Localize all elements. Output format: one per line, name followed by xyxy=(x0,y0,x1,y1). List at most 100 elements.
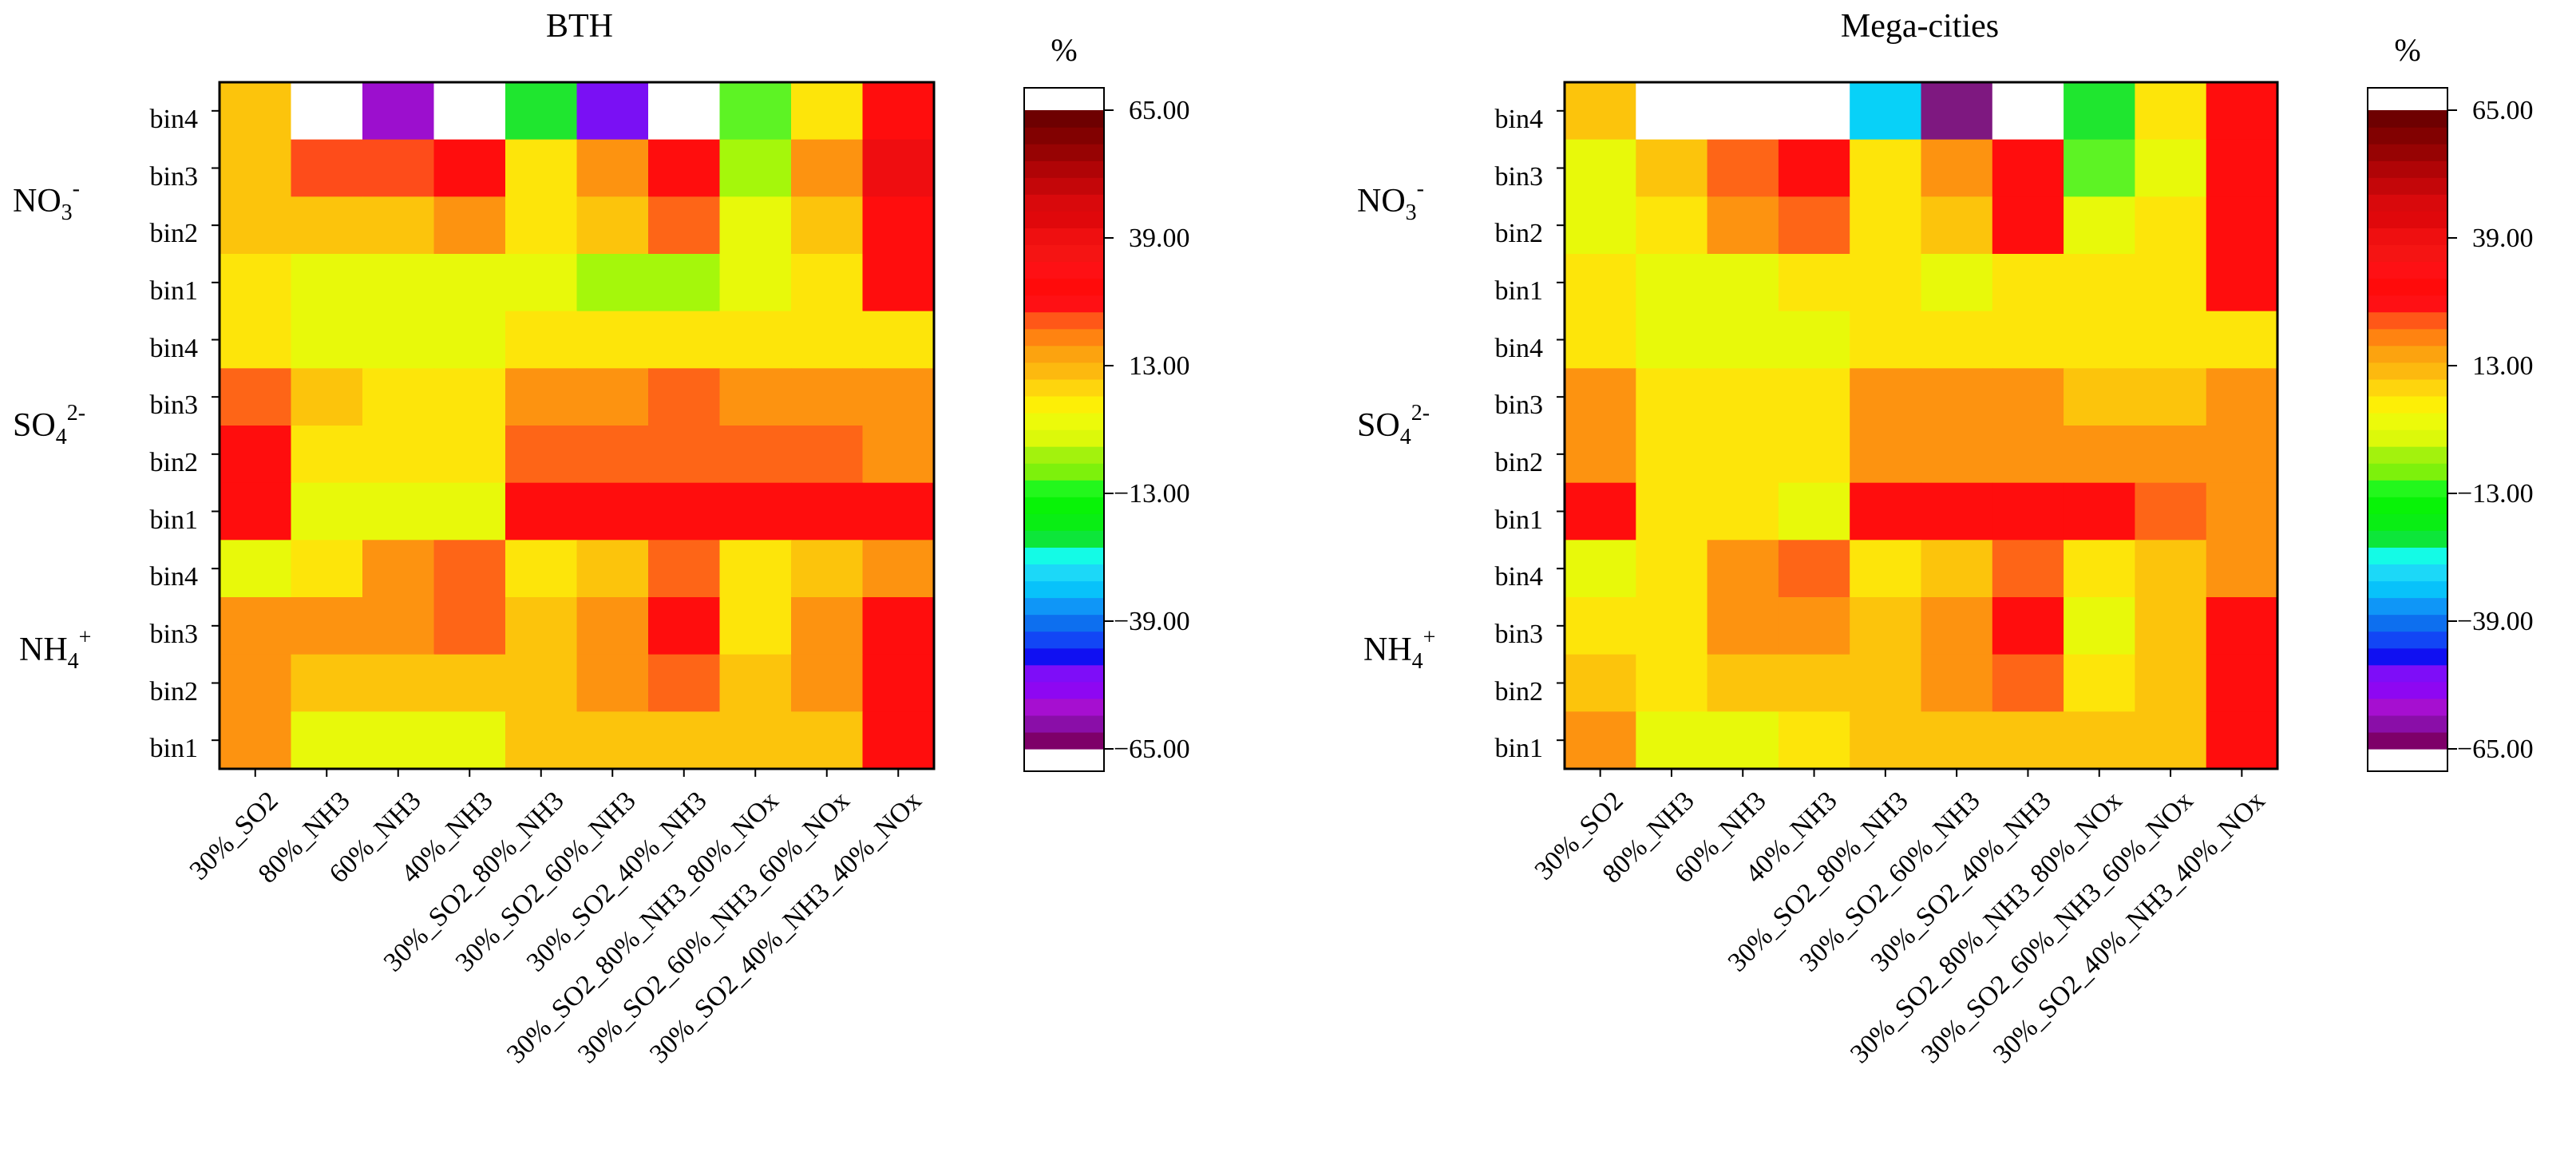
heatmap-cell xyxy=(576,597,649,655)
heatmap-cell xyxy=(2064,82,2135,141)
plot-frame xyxy=(218,81,936,770)
group-label-ammonium: NH4+ xyxy=(19,625,91,674)
colorbar-swatch xyxy=(1024,631,1104,649)
colorbar-ticks xyxy=(2447,109,2457,750)
heatmap-cell xyxy=(505,196,578,255)
colorbar-tick-label: −13.00 xyxy=(2457,479,2534,509)
row-label: bin4 xyxy=(1495,334,1543,363)
group-label-subscript: 3 xyxy=(1406,200,1417,225)
heatmap-cell xyxy=(1636,654,1708,712)
group-label-text: NH xyxy=(19,632,68,668)
colorbar-swatch xyxy=(1024,160,1104,178)
heatmap-cell xyxy=(505,711,578,770)
heatmap-cell xyxy=(1992,196,2064,255)
heatmap-cell xyxy=(791,196,864,255)
heatmap-cell xyxy=(1707,368,1779,426)
heatmap-cell xyxy=(2206,311,2278,369)
heatmap-cell xyxy=(2064,426,2135,484)
row-label: bin1 xyxy=(150,276,198,306)
heatmap-cell xyxy=(220,196,292,255)
heatmap-cell xyxy=(505,254,578,312)
heatmap-cell xyxy=(1565,368,1636,426)
heatmap-cell xyxy=(2135,482,2207,540)
heatmap-cell xyxy=(291,139,363,197)
heatmap-cell xyxy=(576,82,649,141)
heatmap-cell xyxy=(648,311,721,369)
colorbar-swatch xyxy=(1024,412,1104,430)
heatmap-cell xyxy=(433,139,506,197)
heatmap-cell xyxy=(719,254,792,312)
heatmap-cell xyxy=(1992,597,2064,655)
heatmap-cell xyxy=(291,82,363,141)
colorbar-swatch xyxy=(2368,715,2447,733)
colorbar-swatch xyxy=(2368,664,2447,683)
colorbar-swatch xyxy=(2368,463,2447,481)
heatmap-cell xyxy=(1992,254,2064,312)
heatmap-cell xyxy=(719,82,792,141)
heatmap-cell xyxy=(1565,482,1636,540)
heatmap-cell xyxy=(220,540,292,598)
colorbar-swatch xyxy=(2368,311,2447,330)
y-axis-row-labels: bin4 bin3 bin2 bin1 bin4 bin3 bin2 bin1 … xyxy=(150,105,198,763)
heatmap-cell xyxy=(220,254,292,312)
colorbar-swatch xyxy=(1024,110,1104,128)
colorbar-swatch xyxy=(1024,698,1104,716)
group-label-subscript: 4 xyxy=(1400,425,1411,449)
heatmap-cell xyxy=(220,426,292,484)
heatmap-cell xyxy=(1992,711,2064,770)
heatmap-cell xyxy=(648,597,721,655)
colorbar-swatch xyxy=(1024,564,1104,582)
colorbar-swatch xyxy=(1024,547,1104,565)
heatmap-cell xyxy=(576,540,649,598)
heatmap-cell xyxy=(1707,254,1779,312)
heatmap-cell xyxy=(291,597,363,655)
heatmap-cell xyxy=(1778,196,1850,255)
heatmap-cell xyxy=(1921,482,1993,540)
colorbar-swatch xyxy=(1024,261,1104,279)
heatmap-cell xyxy=(2064,654,2135,712)
heatmap-cell xyxy=(1636,368,1708,426)
colorbar-swatch xyxy=(1024,88,1104,110)
heatmap-cell xyxy=(1565,711,1636,770)
colorbar-tick-label: −39.00 xyxy=(1114,607,1190,636)
plot-frame xyxy=(1563,81,2279,770)
heatmap-cell xyxy=(2064,711,2135,770)
heatmap-panel-bth: BTH bin4 bin3 bin2 bin1 bin4 bin3 bin2 b… xyxy=(13,8,1190,1069)
heatmap-cell xyxy=(291,368,363,426)
heatmap-cell xyxy=(2064,311,2135,369)
heatmap-cell xyxy=(1850,654,1922,712)
heatmap-cell xyxy=(1636,426,1708,484)
y-axis-ticks xyxy=(1557,109,1565,742)
row-label: bin3 xyxy=(1495,620,1543,649)
colorbar-swatch xyxy=(2368,580,2447,599)
heatmap-cell xyxy=(362,254,435,312)
heatmap-cell xyxy=(719,368,792,426)
heatmap-cell xyxy=(576,482,649,540)
colorbar-swatch xyxy=(2368,295,2447,313)
group-label-text: SO xyxy=(1357,407,1400,444)
heatmap-cell xyxy=(291,482,363,540)
colorbar-swatch xyxy=(2368,430,2447,447)
heatmap-cell xyxy=(2135,711,2207,770)
heatmap-cell xyxy=(2064,196,2135,255)
heatmap-cell xyxy=(862,139,935,197)
heatmap-cell xyxy=(1778,82,1850,141)
heatmap-cell xyxy=(1992,311,2064,369)
heatmap-cell xyxy=(2135,196,2207,255)
heatmap-cell xyxy=(2135,311,2207,369)
heatmap-cell xyxy=(1850,254,1922,312)
heatmap-cell xyxy=(1921,254,1993,312)
heatmap-cell xyxy=(648,540,721,598)
heatmap-cell xyxy=(1565,254,1636,312)
heatmap-cell xyxy=(2135,426,2207,484)
colorbar-swatch xyxy=(1024,244,1104,263)
colorbar-swatch xyxy=(1024,378,1104,397)
heatmap-cell xyxy=(220,597,292,655)
row-label: bin2 xyxy=(150,448,198,477)
row-label: bin3 xyxy=(150,390,198,420)
heatmap-cell xyxy=(433,654,506,712)
heatmap-cell xyxy=(1850,196,1922,255)
colorbar-swatch xyxy=(1024,513,1104,531)
heatmap-cell xyxy=(1921,654,1993,712)
heatmap-cell xyxy=(862,711,935,770)
